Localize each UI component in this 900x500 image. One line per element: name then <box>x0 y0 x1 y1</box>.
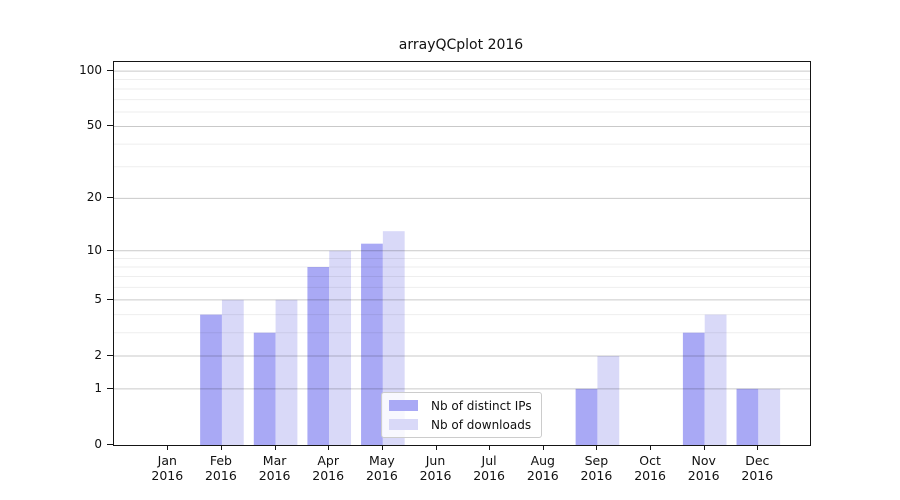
bars-group <box>200 231 781 445</box>
bar-distinct-ips-apr <box>307 266 330 445</box>
y-axis-label-1: 1 <box>94 380 102 395</box>
x-axis-label-aug: Aug 2016 <box>526 453 559 483</box>
legend-swatch-downloads <box>389 419 418 430</box>
chart-title: arrayQCplot 2016 <box>398 37 524 53</box>
x-axis-label-oct: Oct 2016 <box>634 453 666 483</box>
y-tick-mark-2 <box>107 355 113 356</box>
bar-distinct-ips-dec <box>736 388 759 445</box>
bar-distinct-ips-sep <box>575 388 598 445</box>
x-axis-label-jan: Jan 2016 <box>151 453 184 483</box>
x-axis-label-apr: Apr 2016 <box>312 453 345 483</box>
plot-area <box>113 61 811 446</box>
y-axis-label-0: 0 <box>94 437 102 451</box>
y-tick-mark-50 <box>107 125 113 126</box>
y-tick-mark-20 <box>107 197 113 198</box>
x-tick-mark-may <box>381 446 383 450</box>
x-tick-mark-jul <box>489 446 491 450</box>
legend-item-distinct-ips: Nb of distinct IPs <box>389 398 532 413</box>
x-axis-label-dec: Dec 2016 <box>741 453 774 483</box>
y-axis-label-10: 10 <box>86 242 102 257</box>
y-axis-label-5: 5 <box>94 291 102 306</box>
x-tick-mark-mar <box>274 446 276 450</box>
y-tick-mark-1 <box>107 388 113 389</box>
legend-item-downloads: Nb of downloads <box>389 417 532 432</box>
legend-swatch-distinct-ips <box>389 400 418 411</box>
legend: Nb of distinct IPs Nb of downloads <box>381 392 542 438</box>
chart-canvas <box>114 70 810 445</box>
x-tick-mark-dec <box>757 446 759 450</box>
y-tick-mark-0 <box>107 444 113 445</box>
y-tick-mark-100 <box>107 70 113 71</box>
x-tick-mark-aug <box>542 446 544 450</box>
bar-distinct-ips-may <box>361 243 383 445</box>
bar-downloads-dec <box>758 388 781 445</box>
x-tick-mark-sep <box>596 446 598 450</box>
x-tick-mark-feb <box>220 446 222 450</box>
x-tick-mark-nov <box>703 446 705 450</box>
y-axis-label-50: 50 <box>86 118 102 133</box>
bar-distinct-ips-feb <box>200 314 222 445</box>
y-axis-label-20: 20 <box>86 190 102 205</box>
gridlines-group <box>114 70 810 390</box>
x-tick-mark-oct <box>650 446 652 450</box>
x-axis-label-sep: Sep 2016 <box>580 453 613 483</box>
x-axis-label-mar: Mar 2016 <box>258 453 291 483</box>
bar-downloads-nov <box>704 314 727 445</box>
x-tick-mark-apr <box>328 446 330 450</box>
legend-label-downloads: Nb of downloads <box>431 417 532 432</box>
x-axis-label-jul: Jul 2016 <box>473 453 505 483</box>
legend-label-distinct-ips: Nb of distinct IPs <box>431 398 532 413</box>
bar-downloads-may <box>382 231 405 445</box>
bar-downloads-apr <box>329 250 352 445</box>
y-axis-label-100: 100 <box>79 63 102 78</box>
x-tick-mark-jan <box>167 446 169 450</box>
x-axis-label-nov: Nov 2016 <box>687 453 720 483</box>
y-tick-mark-10 <box>107 250 113 251</box>
bar-downloads-feb <box>221 299 244 445</box>
x-axis-label-may: May 2016 <box>365 453 398 483</box>
bar-distinct-ips-nov <box>682 332 705 445</box>
y-axis-label-2: 2 <box>94 347 102 362</box>
x-tick-mark-jun <box>435 446 437 450</box>
y-tick-mark-5 <box>107 299 113 300</box>
x-axis-label-feb: Feb 2016 <box>204 453 237 483</box>
bar-downloads-sep <box>597 355 620 445</box>
bar-distinct-ips-mar <box>253 332 276 445</box>
x-axis-label-jun: Jun 2016 <box>419 453 452 483</box>
bar-downloads-mar <box>275 299 298 445</box>
